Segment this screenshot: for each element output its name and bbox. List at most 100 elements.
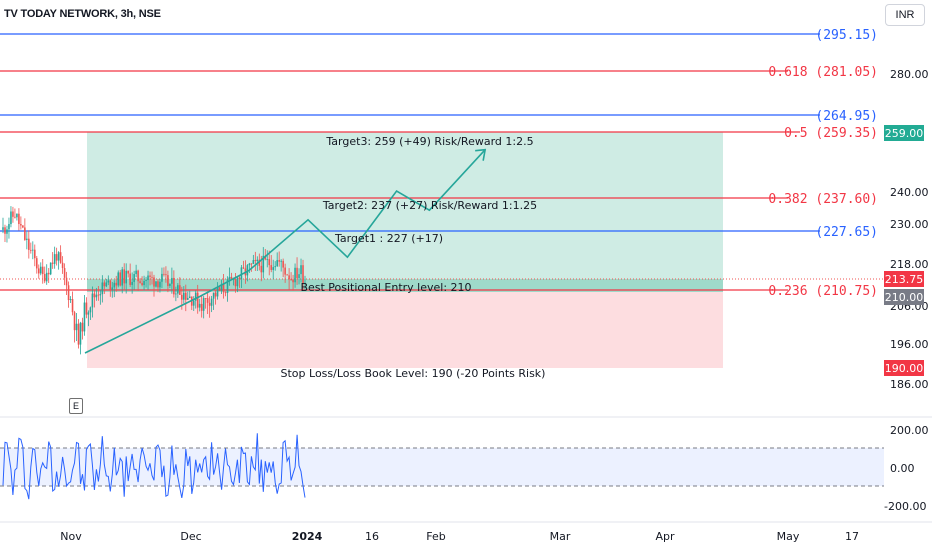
candle-body (165, 274, 167, 276)
time-axis[interactable]: Nov Dec 2024 16 Feb Mar Apr May 17 (60, 530, 859, 543)
candle-body (153, 277, 155, 287)
candle-body (149, 275, 151, 277)
candle-body (107, 280, 110, 283)
candle-body (294, 267, 296, 283)
candle-body (218, 287, 221, 291)
candle-body (53, 254, 56, 264)
candle-body (145, 280, 147, 281)
price-tick-label: 280.00 (890, 68, 929, 81)
candle-body (67, 285, 70, 301)
candle-body (298, 274, 300, 279)
candle-body (173, 277, 175, 295)
candle-body (59, 252, 62, 263)
candle-body (71, 299, 74, 313)
candle-body (69, 299, 72, 301)
candle-body (204, 298, 207, 299)
candle-body (248, 263, 251, 266)
candle-body (226, 279, 229, 293)
price-tick-label: 218.00 (890, 258, 929, 271)
candle-body (123, 269, 125, 284)
candle-body (212, 292, 215, 299)
time-tick-label: 2024 (292, 530, 323, 543)
candle-body (200, 303, 203, 311)
candle-body (73, 312, 76, 331)
projected-path-arrowhead (475, 148, 487, 161)
candle-body (206, 298, 209, 303)
candle-body (276, 260, 278, 267)
candle-body (184, 292, 187, 300)
target-price-badge-label: 259.00 (885, 127, 924, 140)
level-label: 0.618 (281.05) (768, 65, 878, 80)
candle-body (286, 274, 288, 276)
candle-body (117, 272, 120, 286)
level-label: (227.65) (815, 225, 878, 240)
candle-body (135, 270, 137, 275)
candle-body (143, 280, 145, 286)
candle-body (250, 263, 253, 265)
candle-body (75, 323, 78, 331)
currency-selector[interactable]: INR (885, 4, 925, 26)
candle-body (290, 279, 292, 281)
fib-levels: (295.15) 0.618 (281.05) (264.95) 0.5 (25… (0, 28, 878, 299)
candle-body (10, 211, 12, 225)
candle-body (6, 229, 8, 234)
candle-body (65, 277, 68, 286)
candle-body (105, 282, 108, 287)
oscillator-tick-label: -200.00 (884, 500, 926, 513)
candle-body (194, 292, 197, 301)
oscillator-tick-label: 0.00 (890, 462, 915, 475)
candle-body (35, 258, 38, 269)
candle-body (49, 262, 52, 275)
candle-body (115, 282, 118, 286)
candle-body (26, 238, 28, 240)
candle-body (260, 265, 263, 273)
oscillator-band (0, 448, 884, 486)
candle-body (91, 293, 94, 308)
time-tick-label: Dec (180, 530, 201, 543)
candle-body (28, 238, 30, 250)
candle-body (202, 298, 205, 311)
candle-body (254, 260, 257, 262)
candle-body (141, 282, 143, 286)
time-tick-label: 17 (845, 530, 859, 543)
candle-body (240, 267, 243, 280)
price-axis[interactable]: 280.00 240.00 230.00 218.00 206.00 196.0… (890, 68, 929, 391)
candle-body (99, 294, 102, 296)
candle-body (246, 265, 249, 276)
candle-body (171, 277, 173, 284)
target-price-badge (884, 125, 924, 141)
candle-body (133, 274, 135, 282)
candle-body (169, 283, 171, 286)
candle-body (238, 277, 241, 280)
candle-body (155, 281, 157, 287)
candle-body (55, 254, 58, 261)
candle-body (103, 282, 106, 287)
target-zone (87, 132, 723, 279)
candle-body (43, 274, 46, 282)
candle-body (8, 224, 10, 230)
candle-body (127, 270, 129, 274)
stop-price-badge-label: 190.00 (885, 362, 924, 375)
candle-body (2, 227, 4, 230)
entry-band (87, 279, 723, 292)
candle-body (242, 267, 245, 269)
level-label: (264.95) (815, 109, 878, 124)
candle-body (236, 277, 239, 287)
candle-body (300, 265, 302, 275)
projected-path (84, 149, 486, 354)
earnings-event-icon[interactable]: E (69, 398, 83, 414)
oscillator-axis[interactable]: 200.00 0.00 -200.00 (884, 424, 929, 513)
candle-body (288, 275, 290, 280)
time-tick-label: Mar (550, 530, 571, 543)
candle-body (220, 283, 223, 291)
candle-body (262, 255, 265, 273)
candle-body (252, 260, 255, 264)
candle-body (93, 293, 96, 298)
candle-body (175, 293, 177, 295)
candle-body (45, 272, 48, 282)
candle-body (61, 262, 64, 269)
candle-body (266, 259, 269, 260)
candle-body (63, 268, 66, 278)
time-tick-label: Apr (655, 530, 675, 543)
